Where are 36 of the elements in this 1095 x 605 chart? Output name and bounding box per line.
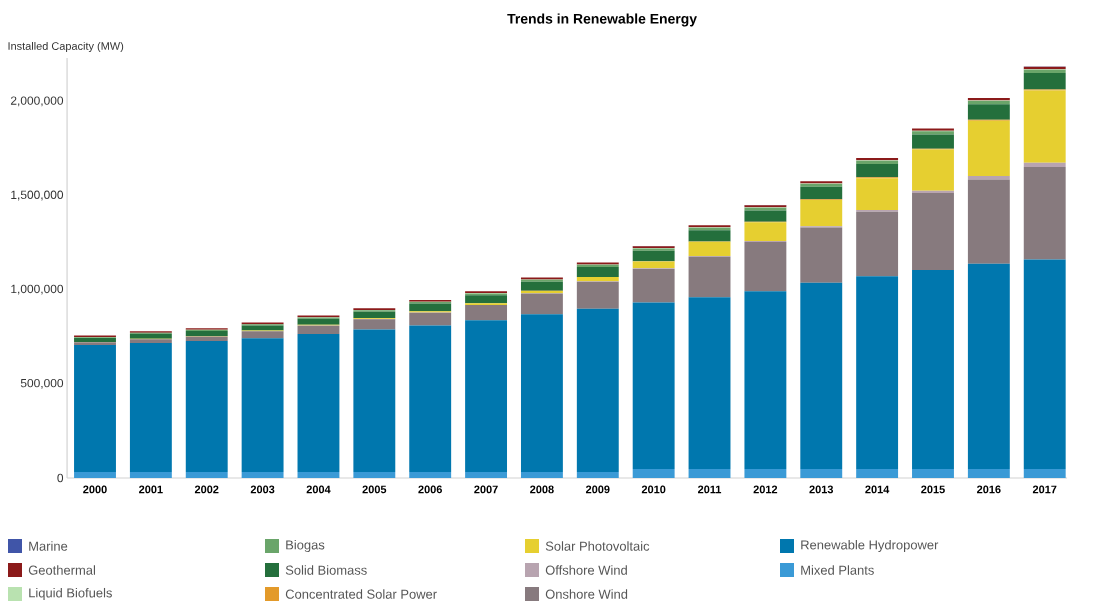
legend-label: Renewable Hydropower [801, 539, 939, 553]
x-tick-label: 2011 [698, 485, 722, 494]
y-tick-label: 1,500,000 [11, 190, 64, 201]
x-tick-label: 2001 [139, 485, 163, 494]
y-tick-label: 0 [57, 473, 64, 483]
legend-label: Mixed Plants [801, 565, 874, 575]
x-tick-label: 2000 [83, 485, 107, 494]
legend-label: Offshore Wind [545, 565, 627, 575]
legend-label: Liquid Biofuels [29, 587, 112, 601]
x-tick-label: 2014 [865, 485, 890, 494]
x-tick-label: 2012 [753, 485, 778, 494]
x-tick-label: 2007 [474, 485, 498, 494]
x-tick-label: 2017 [1032, 485, 1057, 494]
x-tick-label: 2005 [362, 485, 387, 494]
y-tick-label: 500,000 [20, 378, 64, 389]
x-tick-label: 2013 [809, 485, 834, 494]
x-tick-label: 2008 [530, 485, 554, 494]
legend-label: Solar Photovoltaic [545, 541, 650, 551]
legend-label: Geothermal [28, 565, 95, 575]
x-tick-label: 2004 [306, 485, 331, 494]
x-tick-label: 2003 [250, 485, 275, 494]
x-tick-label: 2010 [641, 485, 666, 494]
legend-label: Solid Biomass [285, 565, 367, 575]
y-tick-label: 2,000,000 [10, 96, 64, 107]
legend-label: Marine [29, 541, 68, 551]
y-axis-title: Installed Capacity (MW) [8, 41, 124, 53]
x-tick-label: 2009 [585, 485, 610, 494]
legend-label: Concentrated Solar Power [285, 589, 437, 599]
legend-label: Onshore Wind [545, 589, 628, 599]
x-tick-label: 2006 [418, 485, 442, 494]
legend-label: Biogas [286, 539, 325, 553]
x-tick-label: 2002 [194, 485, 219, 494]
x-tick-label: 2016 [977, 485, 1001, 494]
x-tick-label: 2015 [921, 485, 945, 494]
chart-title: Trends in Renewable Energy [507, 13, 697, 27]
y-tick-label: 1,000,000 [11, 284, 64, 295]
